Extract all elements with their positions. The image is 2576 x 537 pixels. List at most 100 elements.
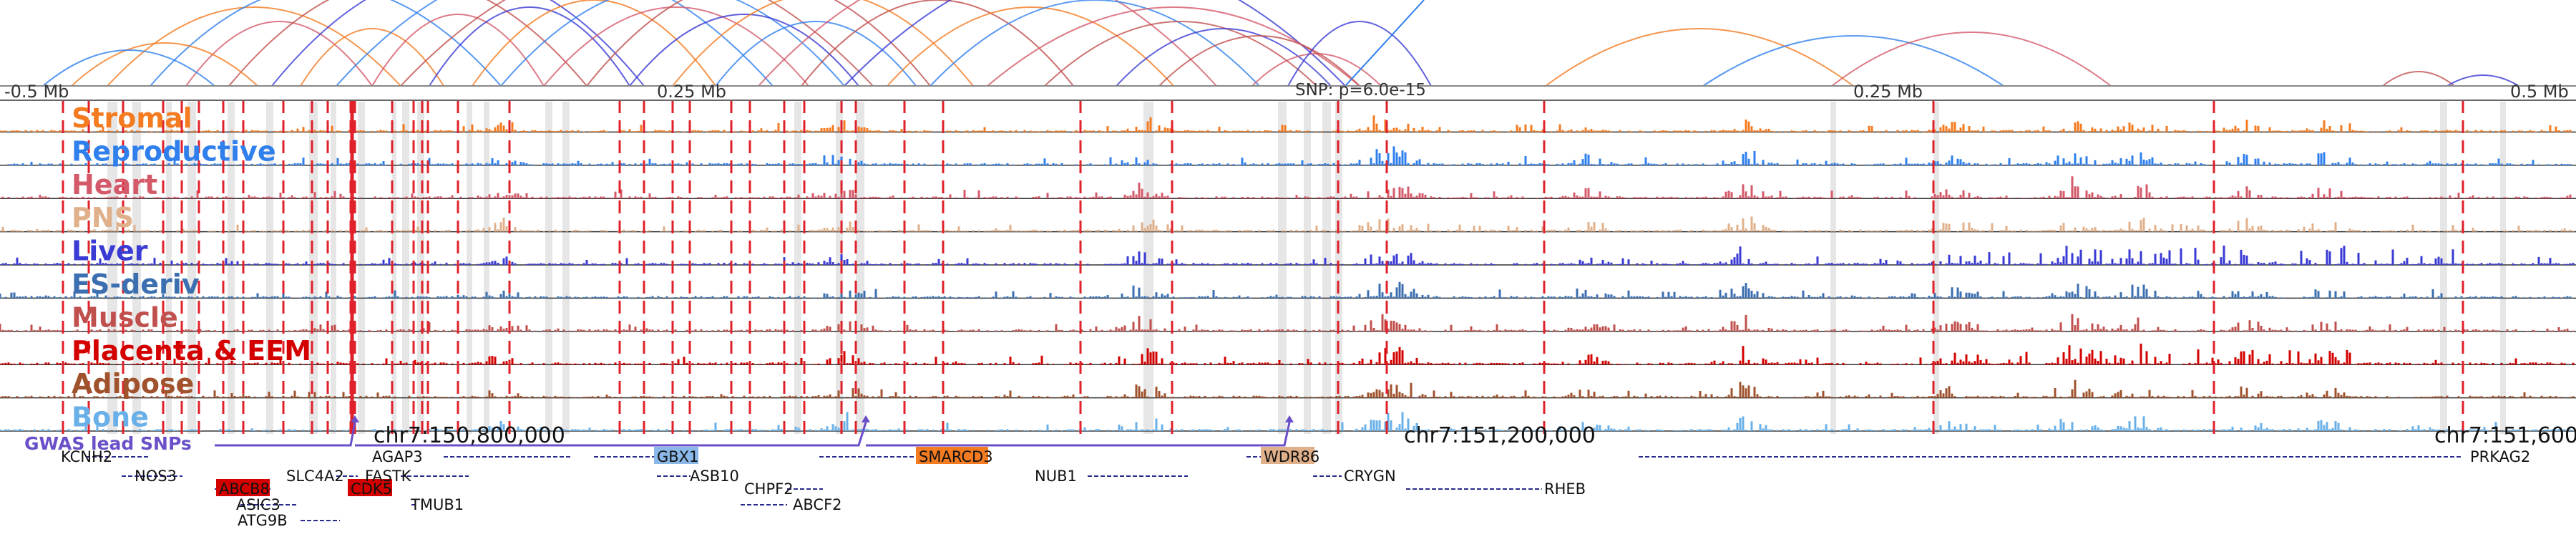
track-label: Liver — [72, 236, 148, 267]
arc — [150, 0, 502, 87]
arc — [1545, 28, 1854, 87]
coord-label-3: chr7:151,600 — [2434, 423, 2576, 448]
gene-label: ATG9B — [238, 512, 288, 529]
coord-label-2: chr7:151,200,000 — [1404, 423, 1596, 448]
track-label: Adipose — [72, 368, 194, 400]
arc — [429, 6, 630, 87]
gene-label: FASTK — [365, 468, 412, 485]
gene-label: AGAP3 — [372, 448, 423, 465]
signal — [0, 412, 2575, 431]
gene-highlight — [348, 479, 392, 496]
arc — [472, 0, 716, 87]
gwas-marker — [862, 415, 870, 422]
arc — [400, 0, 874, 87]
highlight-column — [794, 102, 801, 434]
gene-label: RHEB — [1544, 480, 1586, 498]
gene-gbx1: GBX1 — [594, 447, 698, 465]
signal — [0, 314, 2575, 332]
ruler-mid-left-label: 0.25 Mb — [657, 82, 726, 102]
highlight-column — [562, 102, 570, 434]
gene-label: KCNH2 — [61, 448, 112, 465]
gene-label: ABCF2 — [793, 496, 842, 513]
arc — [300, 28, 444, 87]
gwas-marker — [351, 415, 359, 422]
gene-prkag2: PRKAG2 — [1639, 448, 2530, 465]
highlight-column — [484, 102, 489, 434]
gene-label: GBX1 — [657, 448, 698, 465]
arc — [271, 0, 645, 87]
highlight-column — [836, 102, 843, 434]
highlight-column — [228, 102, 235, 434]
highlight-column — [1278, 102, 1287, 434]
gene-label: PRKAG2 — [2470, 448, 2530, 465]
highlight-column — [2440, 102, 2447, 434]
gene-label: SLC4A2 — [286, 468, 344, 485]
arc — [500, 0, 845, 87]
ruler-right-label: 0.5 Mb — [2510, 82, 2569, 102]
arc — [71, 42, 258, 87]
arc — [543, 6, 809, 87]
gene-label: ABCB8 — [219, 480, 270, 498]
track-pns — [0, 216, 2576, 233]
arc — [228, 0, 587, 87]
gene-agap3: AGAP3 — [372, 448, 572, 465]
arc — [1702, 35, 2004, 87]
signal — [0, 343, 2575, 365]
arc — [801, 0, 1074, 87]
track-label: PNS — [72, 202, 134, 233]
track-stromal — [0, 115, 2576, 133]
arc — [715, 21, 917, 87]
arc — [42, 49, 215, 87]
highlight-columns — [107, 102, 2506, 434]
arc — [107, 6, 401, 87]
highlight-column — [266, 102, 273, 434]
gene-label: WDR86 — [1264, 448, 1319, 465]
arc — [185, 21, 373, 87]
ruler-left-label: -0.5 Mb — [4, 82, 69, 102]
arc — [336, 0, 774, 87]
track-reproductive — [0, 146, 2576, 166]
gene-highlight — [1261, 447, 1314, 464]
gene-atg9b: ATG9B — [238, 512, 340, 529]
track-muscle — [0, 314, 2576, 332]
track-label: Stromal — [72, 102, 192, 134]
highlight-column — [467, 102, 472, 434]
arc — [1158, 35, 1360, 87]
track-label: Bone — [72, 402, 149, 433]
arc — [672, 0, 974, 87]
arc — [1252, 53, 1382, 87]
gene-tmub1: TMUB1 — [410, 496, 464, 513]
highlight-column — [166, 102, 172, 434]
highlight-column — [545, 102, 552, 434]
highlight-column — [1830, 102, 1836, 434]
gene-abcb8: ABCB8 — [215, 479, 272, 498]
arc — [586, 0, 931, 87]
highlight-column — [2500, 102, 2506, 434]
track-labels: StromalReproductiveHeartPNSLiverES-deriv… — [72, 102, 311, 433]
signal — [0, 115, 2572, 132]
arc — [629, 14, 859, 87]
signal-tracks — [0, 115, 2576, 432]
highlight-column — [187, 102, 196, 434]
gene-abcf2: ABCF2 — [741, 496, 842, 513]
highlight-column — [1933, 102, 1939, 434]
track-liver — [0, 246, 2576, 266]
gene-slc4a2: SLC4A2 — [286, 468, 358, 485]
highlight-column — [132, 102, 141, 434]
track-placenta-eem — [0, 343, 2576, 365]
arc — [887, 6, 1174, 87]
highlight-column — [402, 102, 409, 434]
arc — [2382, 71, 2455, 87]
gene-label: CRYGN — [1344, 468, 1396, 485]
ruler-mid-right-label: 0.25 Mb — [1853, 82, 1923, 102]
track-label: Muscle — [72, 301, 178, 333]
highlight-column — [309, 102, 318, 434]
track-label: ES-deriv — [72, 268, 200, 300]
signal — [0, 216, 2575, 232]
signal — [0, 281, 2572, 299]
ruler: -0.5 Mb 0.25 Mb SNP: p=6.0e-15 0.25 Mb 0… — [0, 81, 2576, 102]
gene-highlight — [916, 447, 988, 464]
gene-highlight — [216, 479, 270, 496]
